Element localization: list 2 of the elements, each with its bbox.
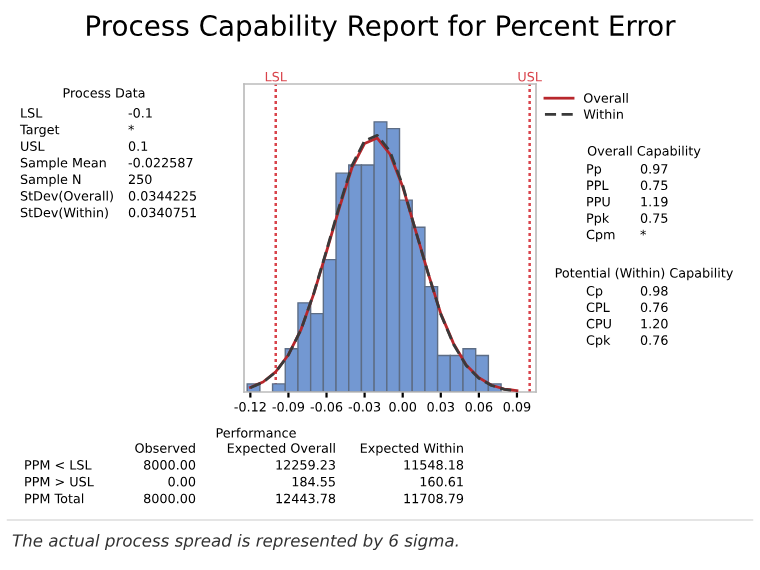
chart-title: Process Capability Report for Percent Error bbox=[87, 14, 676, 42]
text: The actual process spread is represented by 6 sigma. bbox=[12, 533, 458, 551]
